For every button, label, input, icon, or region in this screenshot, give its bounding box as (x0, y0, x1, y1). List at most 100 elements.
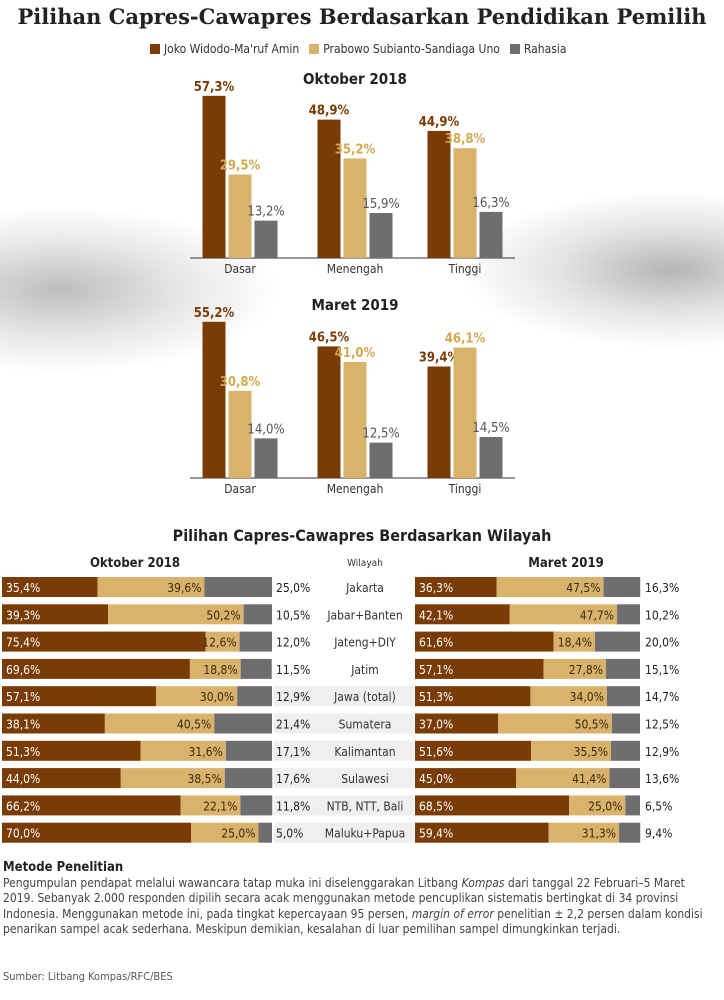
stacked-bar-0 (415, 768, 517, 789)
stacked-bar-2 (214, 713, 272, 734)
data-label: 35,5% (574, 745, 608, 759)
data-label: 51,3% (6, 745, 40, 759)
stacked-bar-1 (104, 713, 215, 734)
row-highlight (274, 768, 414, 789)
source-note: Sumber: Litbang Kompas/RFC/BES (3, 970, 173, 983)
data-label: 42,1% (419, 608, 453, 622)
stacked-bar-2 (240, 658, 272, 679)
data-label-rahasia: 14,7% (645, 690, 679, 704)
data-label: 57,1% (6, 690, 40, 704)
stacked-bar-1 (530, 686, 607, 707)
data-label: 18,4% (558, 636, 592, 650)
bar-1 (453, 347, 477, 478)
data-label-rahasia: 25,0% (276, 581, 310, 595)
stacked-bar-1 (569, 795, 626, 816)
data-label: 39,6% (167, 581, 201, 595)
data-label-rahasia: 11,5% (276, 663, 310, 677)
data-label: 18,8% (203, 663, 237, 677)
bar-1 (343, 158, 367, 258)
row-highlight (274, 822, 414, 843)
stacked-bar-0 (2, 658, 190, 679)
data-label-rahasia: 12,9% (645, 745, 679, 759)
region-label: Jakarta (345, 581, 384, 595)
data-label-rahasia: 10,2% (645, 608, 679, 622)
stacked-bar-0 (2, 822, 191, 843)
data-label: 27,8% (569, 663, 603, 677)
data-label: 50,5% (575, 718, 609, 732)
data-label-rahasia: 6,5% (645, 799, 672, 813)
stacked-bar-0 (415, 686, 531, 707)
data-label: 14,5% (472, 421, 509, 436)
data-label: 38,5% (187, 772, 221, 786)
row-highlight (274, 713, 414, 734)
stacked-bar-0 (415, 740, 532, 761)
stacked-bar-0 (415, 713, 499, 734)
data-label: 16,3% (472, 196, 509, 211)
data-label: 46,5% (309, 330, 350, 345)
data-label: 25,0% (221, 827, 255, 841)
section-title: Pilihan Capres-Cawapres Berdasarkan Wila… (173, 526, 552, 545)
stacked-bar-1 (553, 631, 595, 652)
stacked-bar-2 (611, 713, 640, 734)
data-label: 66,2% (6, 799, 40, 813)
category-label: Tinggi (448, 262, 482, 276)
stacked-bar-0 (415, 658, 544, 679)
chart-title: Maret 2019 (311, 296, 398, 314)
page-title: Pilihan Capres-Cawapres Berdasarkan Pend… (17, 4, 707, 29)
stacked-bar-2 (237, 686, 272, 707)
stacked-bar-2 (606, 686, 640, 707)
data-label: 35,4% (6, 581, 40, 595)
data-label: 30,8% (220, 375, 261, 390)
data-label: 22,1% (203, 799, 237, 813)
legend: Joko Widodo-Ma'ruf Amin Prabowo Subianto… (150, 42, 566, 56)
stacked-bar-2 (225, 740, 272, 761)
region-label: Jateng+DIY (333, 636, 396, 650)
data-label: 47,7% (580, 608, 614, 622)
stacked-bar-0 (2, 577, 98, 597)
stacked-bar-0 (2, 604, 109, 625)
methodology: Metode Penelitian Pengumpulan pendapat m… (3, 860, 719, 938)
bar-0 (317, 119, 341, 258)
bar-2 (479, 436, 503, 478)
stacked-bar-2 (595, 631, 640, 652)
data-label: 31,6% (189, 745, 223, 759)
bar-0 (427, 130, 451, 258)
stacked-bar-2 (617, 604, 640, 625)
data-label: 37,0% (419, 718, 453, 732)
region-label: Maluku+Papua (325, 827, 405, 841)
data-label: 25,0% (588, 799, 622, 813)
region-label: NTB, NTT, Bali (327, 799, 404, 813)
data-label-rahasia: 17,6% (276, 772, 310, 786)
stacked-bar-1 (543, 658, 607, 679)
data-label: 36,3% (419, 581, 453, 595)
data-label: 44,9% (419, 115, 460, 130)
category-label: Menengah (327, 482, 384, 496)
stacked-bar-0 (415, 795, 570, 816)
data-label: 57,1% (419, 663, 453, 677)
region-label: Sulawesi (341, 772, 388, 786)
stacked-bar-0 (2, 795, 181, 816)
bar-0 (202, 95, 226, 258)
data-label: 70,0% (6, 827, 40, 841)
data-label-rahasia: 15,1% (645, 663, 679, 677)
stacked-bar-0 (2, 713, 105, 734)
legend-item-jokowi: Joko Widodo-Ma'ruf Amin (150, 42, 299, 56)
bar-2 (369, 213, 393, 258)
data-label: 30,0% (200, 690, 234, 704)
stacked-bar-2 (606, 658, 640, 679)
data-label-rahasia: 12,5% (645, 718, 679, 732)
data-label: 29,5% (220, 159, 261, 174)
stacked-bar-1 (509, 604, 618, 625)
row-highlight (274, 686, 414, 707)
data-label-rahasia: 13,6% (645, 772, 679, 786)
bar-1 (343, 361, 367, 478)
data-label: 44,0% (6, 772, 40, 786)
stacked-bar-1 (180, 795, 241, 816)
bar-2 (254, 220, 278, 258)
stacked-bar-2 (239, 631, 272, 652)
bar-0 (427, 366, 451, 478)
stacked-bar-2 (240, 795, 273, 816)
data-label-rahasia: 12,0% (276, 636, 310, 650)
stacked-bar-2 (258, 822, 272, 843)
